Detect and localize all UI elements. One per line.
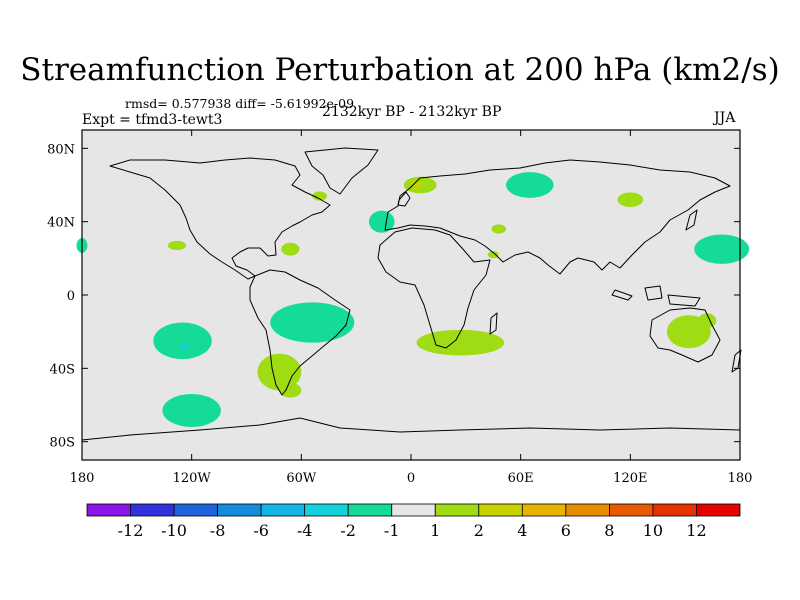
colorbar-label-12: 10 bbox=[643, 521, 663, 540]
colorbar-label-13: 12 bbox=[686, 521, 706, 540]
anomaly-16 bbox=[491, 224, 507, 234]
colorbar-swatch-6 bbox=[347, 503, 393, 517]
colorbar-label-4: -4 bbox=[297, 521, 313, 540]
anomaly-8 bbox=[257, 353, 302, 391]
colorbar-swatch-10 bbox=[521, 503, 567, 517]
season-label: JJA bbox=[714, 110, 736, 126]
axis-ticks: 180 120W 60W 0 60E 120E 180 80N 40N 0 40S 80S bbox=[47, 130, 752, 486]
colorbar-label-8: 2 bbox=[474, 521, 484, 540]
anomaly-15 bbox=[506, 172, 554, 198]
anomaly-layer bbox=[76, 172, 750, 427]
colorbar-label-5: -2 bbox=[340, 521, 356, 540]
colorbar: -12 -10 -8 -6 -4 -2 -1 1 2 4 6 8 10 12 bbox=[86, 503, 741, 540]
anomaly-7 bbox=[270, 302, 355, 343]
anomaly-13 bbox=[487, 251, 499, 259]
colorbar-label-3: -6 bbox=[253, 521, 269, 540]
anomaly-2 bbox=[153, 322, 212, 360]
y-tick-label-2: 0 bbox=[67, 289, 75, 304]
colorbar-swatch-14 bbox=[696, 503, 741, 517]
x-tick-label-5: 120E bbox=[613, 471, 647, 486]
colorbar-label-6: -1 bbox=[384, 521, 400, 540]
anomaly-3 bbox=[180, 342, 189, 351]
anomaly-5 bbox=[281, 242, 300, 256]
anomaly-4 bbox=[162, 394, 221, 427]
anomaly-1 bbox=[167, 240, 187, 251]
colorbar-label-0: -12 bbox=[118, 521, 144, 540]
x-tick-label-6: 180 bbox=[728, 471, 753, 486]
x-tick-label-1: 120W bbox=[173, 471, 212, 486]
colorbar-swatch-12 bbox=[609, 503, 654, 517]
anomaly-9 bbox=[279, 383, 302, 398]
colorbar-swatch-11 bbox=[565, 503, 610, 517]
colorbar-swatch-3 bbox=[217, 503, 262, 517]
x-tick-label-4: 60E bbox=[508, 471, 534, 486]
colorbar-swatch-4 bbox=[260, 503, 306, 517]
anomaly-17 bbox=[617, 192, 644, 208]
y-tick-label-3: 40S bbox=[50, 362, 75, 377]
anomaly-18 bbox=[694, 234, 750, 264]
colorbar-label-1: -10 bbox=[161, 521, 187, 540]
anomaly-14 bbox=[416, 329, 505, 356]
stats-text: rmsd= 0.577938 diff= -5.61992e-09 bbox=[125, 96, 355, 111]
chart-title: Streamfunction Perturbation at 200 hPa (… bbox=[20, 52, 780, 88]
colorbar-swatch-7 bbox=[391, 503, 436, 517]
colorbar-swatch-0 bbox=[86, 503, 131, 517]
y-tick-label-1: 40N bbox=[47, 216, 75, 231]
experiment-label: Expt = tfmd3-tewt3 bbox=[82, 112, 223, 128]
colorbar-label-10: 6 bbox=[561, 521, 571, 540]
period-label: 2132kyr BP - 2132kyr BP bbox=[322, 104, 502, 120]
x-tick-label-2: 60W bbox=[286, 471, 317, 486]
colorbar-label-9: 4 bbox=[517, 521, 527, 540]
colorbar-label-11: 8 bbox=[604, 521, 614, 540]
anomaly-10 bbox=[368, 210, 395, 233]
colorbar-swatch-8 bbox=[434, 503, 480, 517]
colorbar-swatch-13 bbox=[652, 503, 697, 517]
y-tick-label-4: 80S bbox=[50, 436, 75, 451]
colorbar-swatch-2 bbox=[173, 503, 218, 517]
colorbar-swatch-1 bbox=[130, 503, 175, 517]
x-tick-label-3: 0 bbox=[407, 471, 415, 486]
y-tick-label-0: 80N bbox=[47, 142, 75, 157]
colorbar-label-7: 1 bbox=[430, 521, 440, 540]
colorbar-swatch-5 bbox=[304, 503, 349, 517]
colorbar-label-2: -8 bbox=[210, 521, 226, 540]
anomaly-6 bbox=[312, 191, 327, 201]
colorbar-swatch-9 bbox=[478, 503, 523, 517]
anomaly-12 bbox=[411, 181, 422, 189]
x-tick-label-0: 180 bbox=[70, 471, 95, 486]
